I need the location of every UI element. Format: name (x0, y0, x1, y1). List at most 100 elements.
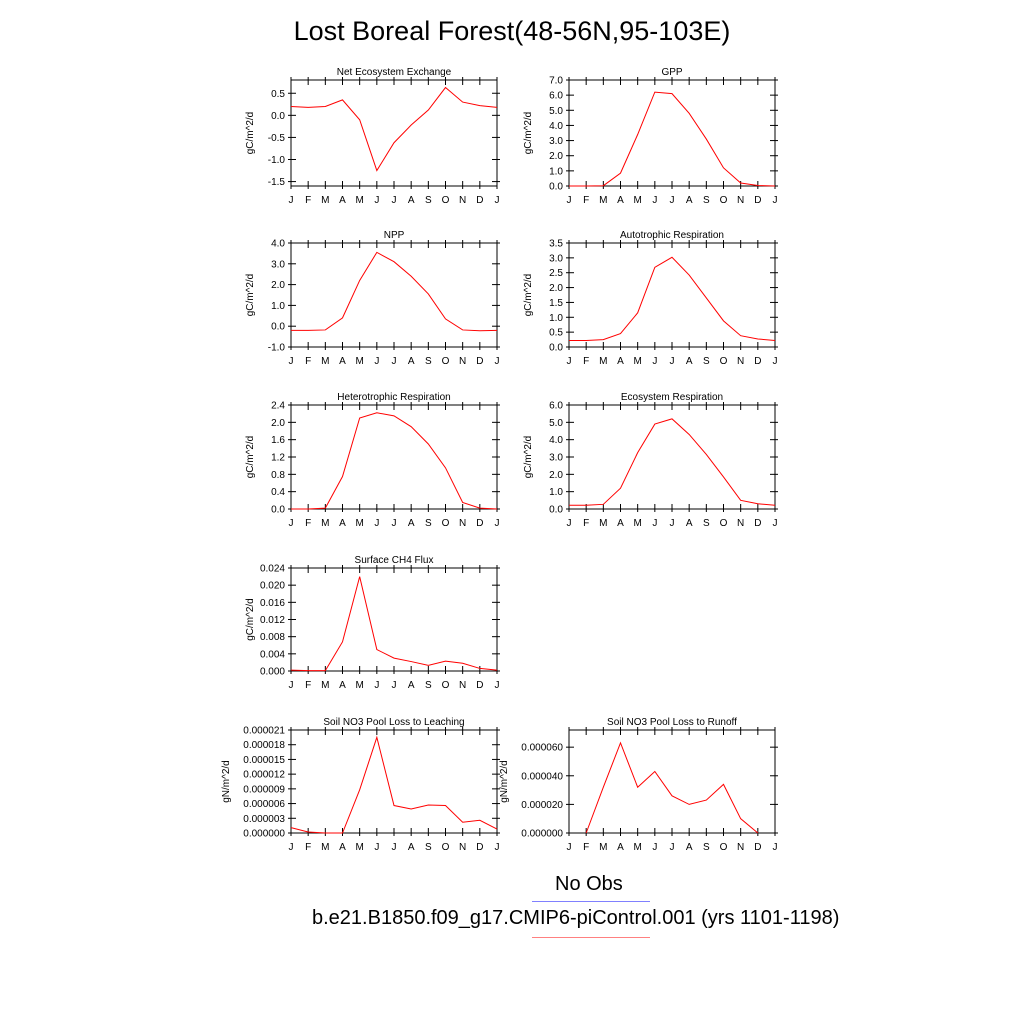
x-tick-label: J (392, 518, 397, 529)
y-tick-label: 3.5 (549, 239, 563, 250)
x-tick-label: M (633, 518, 641, 529)
x-tick-label: M (599, 842, 607, 853)
y-tick-label: 0.5 (271, 89, 285, 100)
x-tick-label: S (703, 195, 710, 206)
x-tick-label: M (355, 680, 363, 691)
x-tick-label: J (495, 356, 500, 367)
y-tick-label: 0.000009 (243, 784, 285, 795)
x-tick-label: M (633, 842, 641, 853)
x-tick-label: M (599, 195, 607, 206)
y-axis-label: gN/m^2/d (499, 760, 510, 803)
x-tick-label: J (374, 842, 379, 853)
chart-title: Net Ecosystem Exchange (337, 67, 452, 78)
x-tick-label: N (459, 356, 466, 367)
x-tick-label: N (737, 518, 744, 529)
y-tick-label: -1.0 (268, 155, 286, 166)
y-tick-label: 4.0 (271, 239, 285, 250)
plot-frame (290, 404, 498, 510)
x-tick-label: M (355, 518, 363, 529)
x-tick-label: J (567, 195, 572, 206)
x-tick-label: S (425, 842, 432, 853)
x-tick-label: A (408, 356, 415, 367)
x-tick-label: J (495, 680, 500, 691)
y-tick-label: 3.0 (271, 259, 285, 270)
x-tick-label: O (442, 842, 450, 853)
x-tick-label: J (289, 842, 294, 853)
x-tick-label: D (754, 195, 761, 206)
x-tick-label: A (686, 195, 693, 206)
y-tick-label: 2.0 (271, 280, 285, 291)
y-tick-label: 0.000006 (243, 799, 285, 810)
x-tick-label: M (321, 518, 329, 529)
x-tick-label: M (321, 195, 329, 206)
series-line (569, 91, 776, 187)
x-tick-label: F (583, 356, 589, 367)
x-tick-label: J (652, 842, 657, 853)
x-tick-label: M (599, 518, 607, 529)
y-tick-label: 2.5 (549, 268, 563, 279)
y-tick-label: 0.000021 (243, 726, 285, 737)
y-tick-label: 0.012 (260, 615, 285, 626)
y-tick-label: 5.0 (549, 418, 563, 429)
y-tick-label: 0.004 (260, 649, 285, 660)
y-tick-label: 0.0 (549, 343, 563, 354)
y-tick-label: 1.0 (549, 166, 563, 177)
x-tick-label: O (442, 356, 450, 367)
x-tick-label: J (392, 842, 397, 853)
chart-title: Soil NO3 Pool Loss to Runoff (607, 717, 737, 728)
plot-frame (290, 79, 498, 187)
x-tick-label: A (339, 842, 346, 853)
x-tick-label: A (408, 195, 415, 206)
chart-title: NPP (384, 230, 405, 241)
x-tick-label: J (652, 518, 657, 529)
y-tick-label: 1.5 (549, 298, 563, 309)
x-tick-label: A (617, 518, 624, 529)
y-axis-label: gN/m^2/d (221, 760, 232, 803)
x-tick-label: J (289, 356, 294, 367)
x-tick-label: J (670, 356, 675, 367)
y-axis-label: gC/m^2/d (245, 112, 256, 155)
x-tick-label: J (392, 195, 397, 206)
series-line (290, 86, 498, 172)
x-tick-label: F (305, 518, 311, 529)
y-tick-label: 4.0 (549, 435, 563, 446)
x-tick-label: J (652, 195, 657, 206)
x-tick-label: M (321, 842, 329, 853)
x-tick-label: N (459, 842, 466, 853)
x-tick-label: N (459, 680, 466, 691)
x-tick-label: A (617, 195, 624, 206)
y-tick-label: 3.0 (549, 136, 563, 147)
y-tick-label: 0.0 (549, 182, 563, 193)
x-tick-label: O (720, 195, 728, 206)
plot-frame (568, 79, 776, 187)
plot-frame (568, 404, 776, 510)
x-tick-label: J (652, 356, 657, 367)
y-tick-label: 0.008 (260, 632, 285, 643)
x-tick-label: S (703, 842, 710, 853)
y-tick-label: 0.000 (260, 667, 285, 678)
y-tick-label: 0.016 (260, 598, 285, 609)
chart-title: Heterotrophic Respiration (337, 392, 450, 403)
x-tick-label: F (305, 195, 311, 206)
y-tick-label: -1.0 (268, 343, 286, 354)
x-tick-label: J (374, 518, 379, 529)
x-tick-label: D (476, 518, 483, 529)
x-tick-label: O (720, 356, 728, 367)
legend-line-no-obs (532, 901, 650, 902)
x-tick-label: A (339, 195, 346, 206)
legend-label-model-run: b.e21.B1850.f09_g17.CMIP6-piControl.001 … (312, 907, 840, 929)
y-tick-label: 1.6 (271, 435, 285, 446)
y-axis-label: gC/m^2/d (523, 112, 534, 155)
x-tick-label: J (374, 680, 379, 691)
x-tick-label: J (374, 356, 379, 367)
y-tick-label: 1.0 (549, 487, 563, 498)
y-axis-label: gC/m^2/d (523, 274, 534, 317)
x-tick-label: J (289, 195, 294, 206)
series-line (569, 256, 776, 341)
